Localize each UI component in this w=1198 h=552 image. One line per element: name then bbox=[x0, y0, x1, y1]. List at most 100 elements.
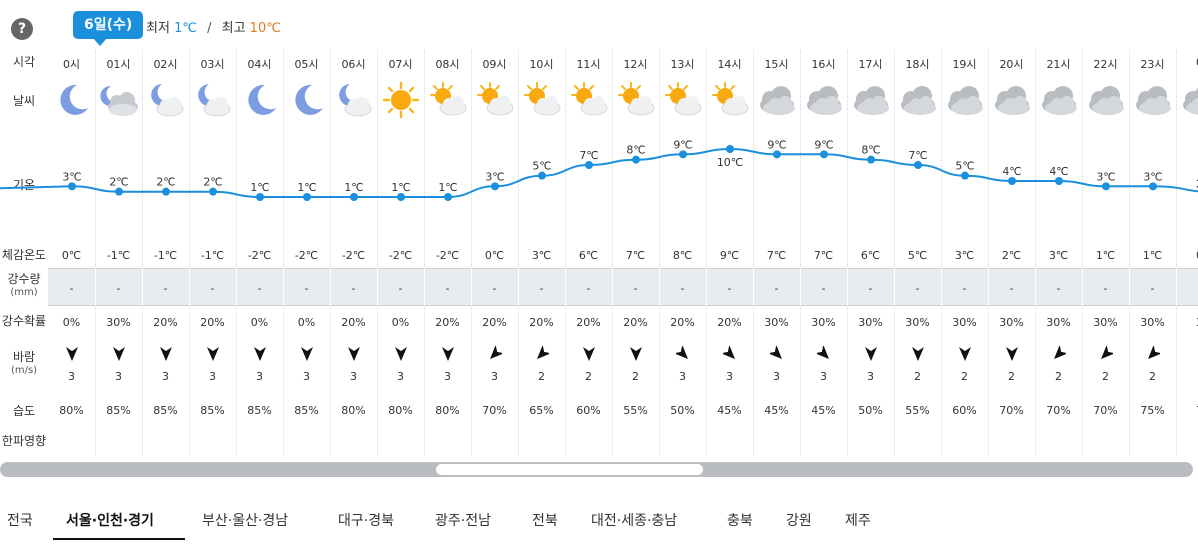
hour-label: 11시 bbox=[576, 58, 601, 71]
precip-amount-value: - bbox=[1176, 282, 1198, 295]
hour-column: 12시 7℃ - 20% 2 55% bbox=[612, 50, 659, 455]
wind-direction-icon bbox=[847, 346, 894, 365]
column-divider bbox=[659, 50, 660, 455]
wind-speed-value: 3 bbox=[68, 370, 75, 383]
precip-prob-value: 30% bbox=[1093, 316, 1118, 329]
wind-direction-icon bbox=[95, 346, 142, 365]
precip-amount-value: - bbox=[1150, 282, 1155, 295]
precip-amount-value: - bbox=[69, 282, 74, 295]
hour-label: 23시 bbox=[1140, 58, 1165, 71]
precip-prob-value: 30% bbox=[106, 316, 131, 329]
precip-prob-value: 20% bbox=[529, 316, 554, 329]
wind-unit: (m/s) bbox=[10, 365, 38, 376]
wind-direction-icon bbox=[142, 346, 189, 365]
column-divider bbox=[941, 50, 942, 455]
wind-direction-icon bbox=[988, 346, 1035, 365]
feels-like-value: 1℃ bbox=[1095, 249, 1116, 262]
wind-title: 바람 bbox=[12, 350, 36, 364]
wind-speed-value: 2 bbox=[961, 370, 968, 383]
wind-speed-value: 3 bbox=[209, 370, 216, 383]
column-divider bbox=[1082, 50, 1083, 455]
region-tab[interactable]: 광주·전남 bbox=[435, 513, 491, 529]
hour-column: 18시 5℃ - 30% 2 55% bbox=[894, 50, 941, 455]
precip-cell-divider bbox=[189, 268, 190, 306]
cloudy-icon bbox=[941, 80, 988, 123]
precip-prob-value: 20% bbox=[153, 316, 178, 329]
precip-cell-divider bbox=[800, 268, 801, 306]
precip-amount-value: - bbox=[586, 282, 591, 295]
humidity-value: 55% bbox=[623, 404, 648, 417]
hour-column: 11시 6℃ - 20% 2 60% bbox=[565, 50, 612, 455]
hour-label: 0시 bbox=[62, 58, 81, 71]
region-tab[interactable]: 부산·울산·경남 bbox=[202, 513, 289, 529]
region-tab[interactable]: 제주 bbox=[845, 513, 871, 529]
wind-speed-value: 3 bbox=[726, 370, 733, 383]
horizontal-scrollbar[interactable] bbox=[0, 462, 1193, 477]
precip-amount-value: - bbox=[1009, 282, 1014, 295]
region-tab[interactable]: 서울·인천·경기 bbox=[66, 513, 154, 529]
help-icon[interactable]: ? bbox=[11, 18, 33, 40]
column-divider bbox=[283, 50, 284, 455]
column-divider bbox=[142, 50, 143, 455]
partly-cloudy-day-icon bbox=[518, 80, 565, 123]
max-value: 10℃ bbox=[249, 21, 281, 36]
wind-speed-value: 2 bbox=[538, 370, 545, 383]
humidity-value: 70% bbox=[1093, 404, 1118, 417]
region-tab[interactable]: 대구·경북 bbox=[338, 513, 394, 529]
wind-speed-value: 3 bbox=[397, 370, 404, 383]
precip-amount-value: - bbox=[210, 282, 215, 295]
precip-cell-divider bbox=[753, 268, 754, 306]
column-divider bbox=[753, 50, 754, 455]
column-divider bbox=[471, 50, 472, 455]
wind-direction-icon bbox=[1082, 344, 1129, 365]
hour-column: 13시 8℃ - 20% 3 50% bbox=[659, 50, 706, 455]
column-divider bbox=[612, 50, 613, 455]
region-tab[interactable]: 전국 bbox=[7, 513, 33, 529]
region-tab[interactable]: 대전·세종·충남 bbox=[591, 513, 678, 529]
precip-prob-value: 30% bbox=[764, 316, 789, 329]
wind-speed-value: 2 bbox=[632, 370, 639, 383]
wind-direction-icon bbox=[189, 346, 236, 365]
feels-like-value: 0 bbox=[1176, 249, 1198, 262]
wind-speed-value: 2 bbox=[1008, 370, 1015, 383]
precip-cell-divider bbox=[612, 268, 613, 306]
wind-speed-value: 3 bbox=[256, 370, 263, 383]
hour-column: 15시 7℃ - 30% 3 45% bbox=[753, 50, 800, 455]
humidity-value: 85% bbox=[106, 404, 131, 417]
humidity-value: 65% bbox=[529, 404, 554, 417]
row-label-wind: 바람 (m/s) bbox=[0, 350, 48, 378]
precip-amount-value: - bbox=[163, 282, 168, 295]
humidity-value: 45% bbox=[717, 404, 742, 417]
humidity-value: 70% bbox=[999, 404, 1024, 417]
precip-cell-divider bbox=[330, 268, 331, 306]
region-tab[interactable]: 충북 bbox=[727, 513, 753, 529]
scrollbar-thumb[interactable] bbox=[436, 464, 703, 475]
wind-direction-icon bbox=[565, 346, 612, 365]
wind-direction-icon bbox=[706, 344, 753, 365]
wind-direction-icon bbox=[330, 346, 377, 365]
precip-amount-value: - bbox=[116, 282, 121, 295]
wind-direction-icon bbox=[941, 346, 988, 365]
hour-label: 19시 bbox=[952, 58, 977, 71]
hour-label: 10시 bbox=[529, 58, 554, 71]
column-divider bbox=[988, 50, 989, 455]
hour-label: 15시 bbox=[764, 58, 789, 71]
precip-amount-value: - bbox=[915, 282, 920, 295]
precip-cell-divider bbox=[988, 268, 989, 306]
precip-amount-value: - bbox=[1103, 282, 1108, 295]
hour-label: 09시 bbox=[482, 58, 507, 71]
moon-icon bbox=[48, 80, 95, 123]
partly-cloudy-night-icon bbox=[142, 80, 189, 123]
region-tabs: 전국 서울·인천·경기 부산·울산·경남 대구·경북 광주·전남 전북 대전·세종·충남 충북… bbox=[0, 500, 1198, 540]
wind-direction-icon bbox=[48, 346, 95, 365]
wind-direction-icon bbox=[236, 346, 283, 365]
hour-label: 13시 bbox=[670, 58, 695, 71]
region-tab[interactable]: 강원 bbox=[786, 513, 812, 529]
wind-speed-value: 3 bbox=[679, 370, 686, 383]
precip-cell-divider bbox=[283, 268, 284, 306]
cloudy-icon bbox=[847, 80, 894, 123]
precip-prob-value: 30% bbox=[999, 316, 1024, 329]
hour-column: 08시 -2℃ - 20% 3 80% bbox=[424, 50, 471, 455]
region-tab[interactable]: 전북 bbox=[532, 513, 558, 529]
